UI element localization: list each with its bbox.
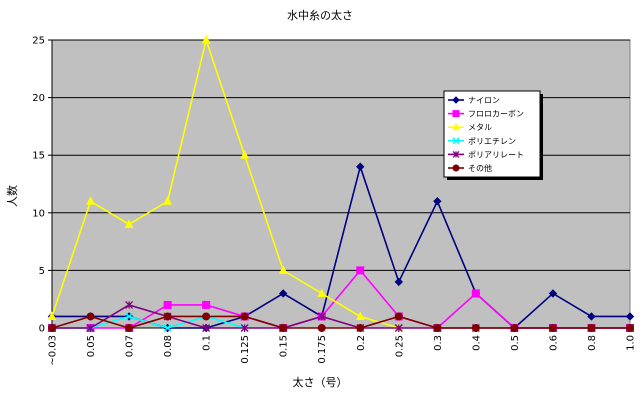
data-point (548, 324, 557, 332)
data-point (124, 219, 134, 228)
data-point (452, 150, 460, 158)
legend-label: フロロカーボン (468, 110, 524, 119)
data-point (163, 300, 172, 309)
legend-item: ポリアリレート (448, 150, 524, 159)
legend-label: その他 (468, 163, 492, 173)
y-tick-label: 20 (32, 93, 45, 104)
data-point (240, 312, 249, 321)
plot-area (51, 39, 631, 329)
chart-title: 水中糸の太さ (287, 9, 353, 22)
data-point (125, 324, 134, 332)
legend-item: その他 (448, 163, 492, 173)
series-6 (48, 312, 634, 332)
x-tick-label: 0.6 (548, 335, 559, 351)
data-point (626, 324, 634, 332)
data-point (356, 266, 365, 275)
x-tick-label: 0.1 (202, 335, 213, 351)
data-point (452, 137, 460, 145)
data-point (163, 312, 172, 321)
data-point (587, 324, 596, 332)
legend-box (443, 90, 541, 178)
data-point (548, 289, 558, 298)
data-point (317, 288, 327, 297)
x-tick-label: 0.3 (433, 335, 444, 351)
legend-label: ポリエチレン (468, 137, 516, 146)
data-point (452, 164, 460, 172)
x-tick-label: 0.175 (317, 335, 328, 364)
data-point (47, 311, 57, 320)
data-point (356, 162, 365, 171)
data-point (433, 324, 442, 332)
data-point (86, 312, 95, 321)
data-point (86, 324, 95, 332)
x-tick-label: 0.08 (163, 335, 174, 357)
x-tick-label: 0.2 (356, 335, 367, 351)
data-point (240, 324, 249, 332)
x-tick-label: 1.0 (626, 335, 637, 351)
legend-item: ポリエチレン (448, 137, 516, 146)
x-axis-ticks: ~0.03 0.05 0.07 0.08 0.1 0.125 0.15 0.175 0.2 0.2… (48, 328, 637, 366)
data-point (240, 150, 249, 159)
data-point (163, 196, 172, 205)
x-tick-label: 0.07 (125, 335, 136, 357)
x-tick-label: 0.8 (587, 335, 598, 351)
data-point (279, 324, 288, 332)
x-tick-label: 0.5 (510, 335, 521, 351)
series-line (51, 315, 630, 329)
legend-label: ナイロン (468, 96, 500, 105)
data-point (510, 324, 519, 332)
data-point (86, 196, 95, 205)
data-point (394, 324, 403, 332)
data-point (471, 324, 480, 332)
x-tick-label: 0.05 (86, 335, 97, 357)
data-point (356, 324, 365, 332)
y-tick-label: 10 (32, 208, 45, 219)
y-tick-label: 5 (39, 266, 45, 277)
legend-label: ポリアリレート (468, 150, 524, 159)
x-axis-label: 太さ（号） (293, 376, 348, 389)
data-point (317, 312, 326, 321)
data-point (452, 122, 460, 131)
data-point (163, 323, 172, 333)
data-point (125, 301, 134, 309)
data-point (587, 312, 596, 321)
data-point (201, 34, 211, 44)
data-point (433, 197, 442, 206)
legend-item: フロロカーボン (448, 110, 524, 119)
data-point (125, 312, 134, 321)
legend-item: メタル (448, 122, 492, 132)
data-point (471, 289, 480, 298)
data-point (278, 289, 288, 298)
series-group (47, 34, 635, 333)
x-tick-label: 0.4 (471, 335, 482, 351)
legend-item: ナイロン (448, 96, 500, 105)
y-tick-label: 0 (39, 324, 45, 335)
y-axis-label: 人数 (6, 185, 19, 207)
data-point (452, 96, 460, 104)
data-point (278, 265, 288, 274)
data-point (625, 312, 635, 321)
data-point (48, 324, 56, 332)
data-point (202, 312, 211, 321)
x-tick-label: ~0.03 (48, 335, 59, 366)
data-point (394, 312, 403, 321)
legend-label: メタル (468, 123, 492, 132)
y-tick-label: 15 (32, 151, 45, 162)
x-tick-label: 0.25 (394, 335, 405, 357)
data-point (202, 300, 211, 309)
y-axis-ticks: 0 5 10 15 20 25 (32, 36, 52, 335)
data-point (355, 311, 365, 320)
y-tick-label: 25 (32, 36, 45, 47)
data-point (317, 324, 326, 332)
data-point (202, 324, 211, 332)
data-point (394, 277, 404, 287)
x-tick-label: 0.15 (279, 335, 290, 357)
x-tick-label: 0.125 (240, 335, 251, 364)
data-point (452, 110, 460, 118)
series-line (51, 37, 400, 329)
